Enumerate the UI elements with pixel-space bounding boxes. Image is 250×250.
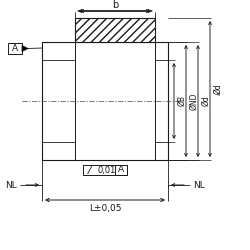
Text: Ød: Ød [213,84,222,94]
Text: A: A [12,44,18,53]
Text: a: a [217,91,222,95]
Bar [8,43,22,54]
Text: 0,01: 0,01 [97,166,116,174]
Text: NL: NL [193,180,205,190]
Bar [75,18,155,42]
Polygon shape [22,46,28,52]
Text: /: / [88,165,92,175]
Text: A: A [118,166,124,174]
Text: L±0,05: L±0,05 [89,204,121,213]
Bar [42,42,168,160]
Text: Ød: Ød [201,96,210,106]
Bar [115,165,127,175]
Text: ØND: ØND [189,92,198,110]
Text: ØB: ØB [177,96,186,106]
Bar [83,165,127,175]
Text: b: b [112,0,118,10]
Text: NL: NL [5,180,17,190]
